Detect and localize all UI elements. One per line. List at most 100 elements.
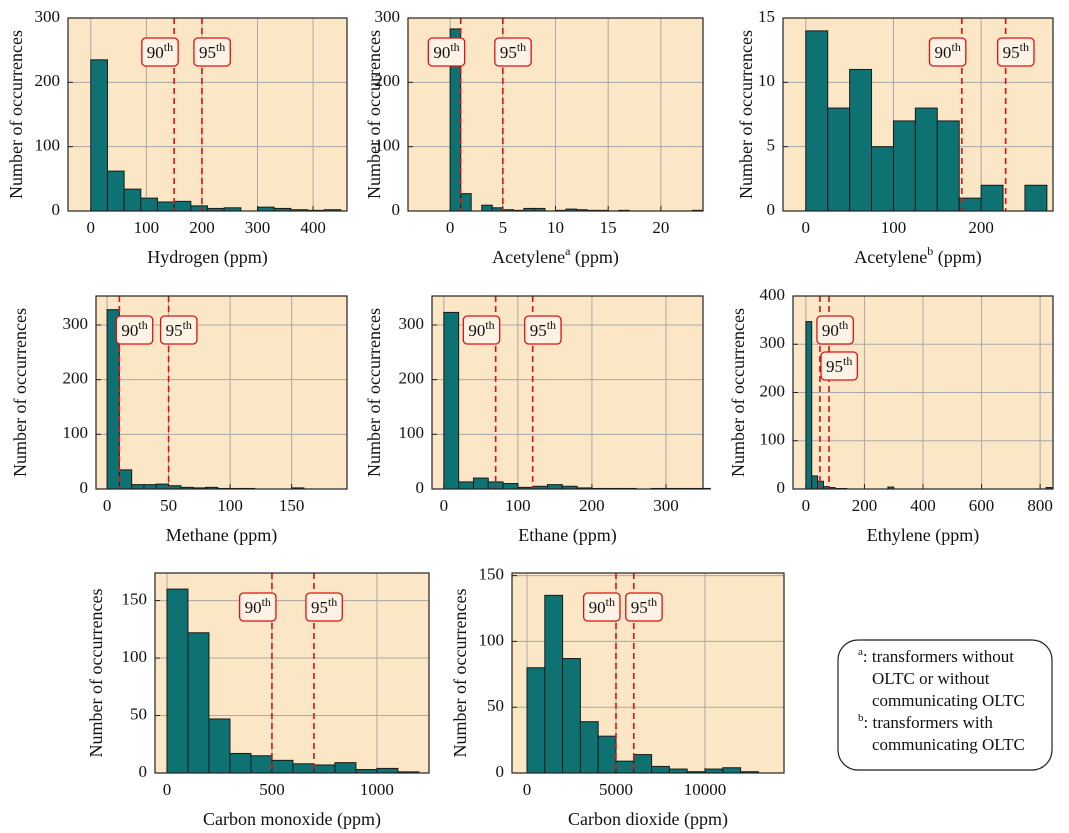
x-tick-label: 100 bbox=[505, 496, 531, 515]
x-tick-label: 15 bbox=[600, 218, 617, 237]
bar bbox=[271, 759, 294, 774]
bar bbox=[166, 588, 189, 774]
x-tick-label: 0 bbox=[163, 780, 172, 799]
bar bbox=[805, 30, 829, 212]
bar bbox=[123, 188, 142, 212]
y-tick-label: 15 bbox=[758, 7, 775, 26]
percentile-box bbox=[928, 37, 967, 67]
y-tick-label: 5 bbox=[767, 136, 776, 155]
x-tick-label: 0 bbox=[446, 218, 455, 237]
percentile-suffix: th bbox=[517, 40, 526, 54]
percentile-box bbox=[462, 315, 501, 345]
percentile-box bbox=[494, 37, 532, 67]
note-line: a: transformers without bbox=[858, 646, 1014, 666]
x-tick-label: 200 bbox=[189, 218, 215, 237]
bar bbox=[443, 311, 460, 490]
y-tick-label: 150 bbox=[122, 589, 148, 608]
bar bbox=[143, 484, 157, 490]
bar bbox=[597, 735, 617, 774]
y-tick-label: 0 bbox=[416, 478, 425, 497]
percentile-box bbox=[997, 37, 1035, 67]
y-axis-label: Number of occurrences bbox=[364, 30, 384, 199]
y-axis-label: Number of occurrences bbox=[364, 308, 384, 477]
x-axis-label-unit: (ppm) bbox=[933, 247, 982, 268]
bar bbox=[502, 483, 519, 490]
x-axis-label-unit: (ppm) bbox=[570, 247, 619, 268]
bar bbox=[229, 752, 252, 774]
bar bbox=[849, 68, 873, 212]
y-tick-label: 100 bbox=[399, 423, 425, 442]
percentile-number: 95 bbox=[311, 598, 328, 617]
y-tick-label: 0 bbox=[496, 762, 505, 781]
bar bbox=[334, 762, 357, 774]
y-axis-label: Number of occurrences bbox=[736, 30, 756, 199]
percentile-label: 95th bbox=[500, 40, 526, 62]
percentile-number: 95 bbox=[530, 321, 547, 340]
bar bbox=[458, 481, 474, 490]
x-tick-label: 50 bbox=[160, 496, 177, 515]
x-axis-label-text: Acetylene bbox=[492, 247, 565, 267]
x-tick-label: 100 bbox=[134, 218, 160, 237]
y-tick-label: 0 bbox=[392, 200, 401, 219]
percentile-label: 95th bbox=[166, 318, 192, 340]
percentile-suffix: th bbox=[839, 318, 848, 332]
x-axis-label: Acetyleneb (ppm) bbox=[854, 244, 981, 268]
percentile-box bbox=[820, 351, 859, 381]
plot-frame bbox=[511, 572, 785, 774]
bar bbox=[460, 193, 472, 212]
percentile-label: 95th bbox=[199, 40, 225, 62]
y-tick-label: 100 bbox=[375, 136, 401, 155]
bar bbox=[892, 120, 916, 212]
bar bbox=[472, 477, 489, 490]
percentile-suffix: th bbox=[262, 595, 271, 609]
percentile-suffix: th bbox=[843, 354, 852, 368]
bar bbox=[544, 594, 564, 774]
bar bbox=[131, 484, 145, 490]
percentile-suffix: th bbox=[328, 595, 337, 609]
percentile-box bbox=[625, 592, 663, 622]
percentile-label: 90th bbox=[433, 40, 459, 62]
x-tick-label: 5 bbox=[499, 218, 508, 237]
y-tick-label: 0 bbox=[139, 762, 148, 781]
plot-frame bbox=[782, 17, 1054, 212]
bar bbox=[562, 658, 581, 774]
notes-box bbox=[837, 639, 1053, 771]
y-axis-label: Number of occurrences bbox=[450, 589, 470, 758]
x-axis-label: Carbon dioxide (ppm) bbox=[568, 809, 728, 830]
percentile-label: 90th bbox=[589, 595, 615, 617]
x-tick-label: 200 bbox=[968, 218, 994, 237]
y-tick-label: 0 bbox=[80, 478, 89, 497]
note-text: OLTC or without bbox=[872, 669, 990, 688]
percentile-label: 95th bbox=[826, 354, 852, 376]
percentile-number: 90 bbox=[433, 43, 450, 62]
x-tick-label: 150 bbox=[279, 496, 305, 515]
percentile-box bbox=[159, 315, 198, 345]
bar bbox=[914, 107, 938, 212]
percentile-label: 95th bbox=[311, 595, 337, 617]
bar bbox=[871, 146, 894, 212]
x-tick-label: 100 bbox=[217, 496, 243, 515]
plot-frame bbox=[95, 295, 348, 490]
bar bbox=[1024, 184, 1048, 212]
percentile-suffix: th bbox=[164, 40, 173, 54]
percentile-suffix: th bbox=[450, 40, 459, 54]
percentile-suffix: th bbox=[183, 318, 192, 332]
y-tick-label: 0 bbox=[52, 200, 61, 219]
plot-frame bbox=[154, 572, 430, 774]
percentile-number: 90 bbox=[245, 598, 262, 617]
percentile-label: 95th bbox=[1003, 40, 1029, 62]
note-text: communicating OLTC bbox=[872, 735, 1025, 754]
bar bbox=[250, 755, 273, 774]
bar bbox=[313, 764, 336, 774]
percentile-suffix: th bbox=[951, 40, 960, 54]
y-tick-label: 300 bbox=[399, 314, 425, 333]
y-tick-label: 100 bbox=[122, 647, 148, 666]
percentile-suffix: th bbox=[606, 595, 615, 609]
x-tick-label: 100 bbox=[881, 218, 907, 237]
percentile-number: 90 bbox=[934, 43, 951, 62]
x-tick-label: 10000 bbox=[684, 780, 727, 799]
